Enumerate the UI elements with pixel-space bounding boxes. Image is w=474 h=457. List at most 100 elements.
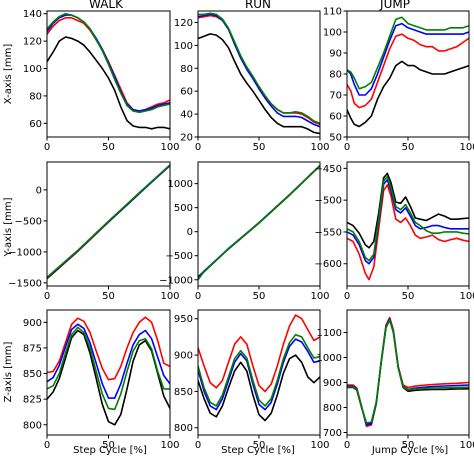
y-tick-label: −500: [315, 196, 342, 207]
series-line-green-walk-x: [47, 12, 170, 114]
x-tick-label: 50: [102, 142, 115, 153]
x-tick-label: 0: [195, 291, 201, 302]
series-line-red-jump-x: [347, 33, 469, 109]
x-label-run: Step Cycle [%]: [221, 445, 295, 456]
y-tick-label: 100: [174, 41, 193, 52]
series-group-walk-x: [47, 12, 170, 130]
series-line-blue-jump-x: [347, 22, 469, 96]
y-tick-label: 800: [174, 423, 193, 434]
x-tick-label: 50: [102, 291, 115, 302]
x-tick-label: 0: [195, 142, 201, 153]
y-tick-label: −500: [166, 251, 193, 262]
column-title-jump: JUMP: [379, 0, 410, 11]
x-tick-label: 50: [402, 142, 415, 153]
row-label-x-axis: X-axis [mm]: [3, 44, 14, 105]
x-tick-label: 0: [344, 142, 350, 153]
row-label-y-axis: Y-axis [mm]: [3, 197, 14, 257]
x-label-walk: Step Cycle [%]: [73, 445, 147, 456]
y-tick-label: 50: [329, 133, 342, 144]
y-tick-label: 0: [36, 185, 42, 196]
y-tick-label: 140: [23, 9, 42, 20]
panel-walk-x: 0 50 100 60 80 100 120 140: [23, 9, 180, 153]
panel-walk-z: 0 50 100 800 825 850 875 900: [23, 309, 180, 451]
series-line-black-run-z: [198, 354, 320, 422]
series-group-jump-x: [347, 16, 469, 128]
y-tick-label: 80: [329, 70, 342, 81]
series-group-run-y: [198, 164, 320, 281]
y-tick-label: 60: [29, 119, 42, 130]
y-tick-label: 80: [180, 64, 193, 75]
panel-jump-x: 0501005060708090100110: [323, 7, 474, 154]
y-tick-label: 60: [180, 87, 193, 98]
series-line-green-run-z: [198, 333, 320, 407]
y-tick-label: 1100: [317, 328, 342, 339]
series-line-green-walk-y: [47, 164, 170, 279]
series-group-jump-y: [347, 172, 469, 281]
series-line-black-run-x: [198, 33, 320, 135]
x-tick-label: 100: [310, 291, 329, 302]
series-line-black-walk-z: [47, 329, 170, 426]
y-tick-label: 120: [174, 18, 193, 29]
y-tick-label: 825: [23, 395, 42, 406]
y-tick-label: 120: [23, 37, 42, 48]
y-tick-label: −1000: [159, 275, 193, 286]
y-tick-label: −450: [315, 164, 342, 175]
x-tick-label: 50: [402, 291, 415, 302]
series-line-green-jump-x: [347, 16, 469, 90]
y-tick-label: 110: [323, 7, 342, 18]
series-line-red-jump-z: [347, 316, 469, 428]
column-title-walk: WALK: [89, 0, 124, 11]
y-tick-label: 1000: [168, 179, 193, 190]
column-title-run: RUN: [245, 0, 271, 11]
series-line-blue-run-z: [198, 338, 320, 411]
x-tick-label: 50: [253, 291, 266, 302]
x-tick-label: 50: [253, 440, 266, 451]
x-tick-label: 0: [195, 440, 201, 451]
x-tick-label: 100: [310, 142, 329, 153]
x-tick-label: 50: [102, 440, 115, 451]
series-line-green-run-x: [198, 12, 320, 125]
x-tick-label: 50: [253, 142, 266, 153]
series-group-walk-y: [47, 164, 170, 280]
series-group-walk-z: [47, 316, 170, 426]
series-line-green-walk-z: [47, 326, 170, 411]
series-line-blue-run-x: [198, 13, 320, 128]
x-tick-label: 0: [44, 440, 50, 451]
x-tick-label: 100: [160, 142, 179, 153]
y-tick-label: 900: [323, 378, 342, 389]
y-tick-label: 100: [23, 64, 42, 75]
x-tick-label: 100: [160, 440, 179, 451]
y-tick-label: −1000: [8, 247, 42, 258]
y-tick-label: 850: [174, 387, 193, 398]
y-tick-label: 100: [323, 28, 342, 39]
series-line-green-jump-y: [347, 175, 469, 262]
x-label-jump: Jump Cycle [%]: [371, 445, 448, 456]
row-label-z-axis: Z-axis [mm]: [3, 342, 14, 403]
axes-frame-jump-z: [346, 309, 470, 436]
series-line-red-run-z: [198, 314, 320, 393]
axes-frame-walk-x: [46, 10, 171, 138]
y-tick-label: 20: [180, 133, 193, 144]
series-group-run-x: [198, 12, 320, 135]
y-tick-label: 40: [180, 110, 193, 121]
axes-frame-jump-y: [346, 161, 470, 287]
x-tick-label: 0: [344, 440, 350, 451]
series-line-blue-jump-y: [347, 179, 469, 265]
series-line-blue-jump-z: [347, 318, 469, 426]
panel-jump-y: 0 50 100 −600 −550 −500 −450: [315, 161, 474, 302]
y-tick-label: −1500: [8, 278, 42, 289]
series-line-blue-walk-z: [47, 323, 170, 399]
y-tick-label: 70: [329, 91, 342, 102]
y-tick-label: 1000: [317, 353, 342, 364]
y-tick-label: 875: [23, 343, 42, 354]
y-tick-label: −550: [315, 227, 342, 238]
x-tick-label: 0: [44, 291, 50, 302]
x-tick-label: 50: [402, 440, 415, 451]
panel-walk-y: 0 50 100 −1500 −1000 −500 0: [8, 161, 180, 302]
y-tick-label: 800: [323, 403, 342, 414]
y-tick-label: 500: [174, 203, 193, 214]
x-tick-label: 100: [310, 440, 329, 451]
y-tick-label: −500: [15, 216, 42, 227]
